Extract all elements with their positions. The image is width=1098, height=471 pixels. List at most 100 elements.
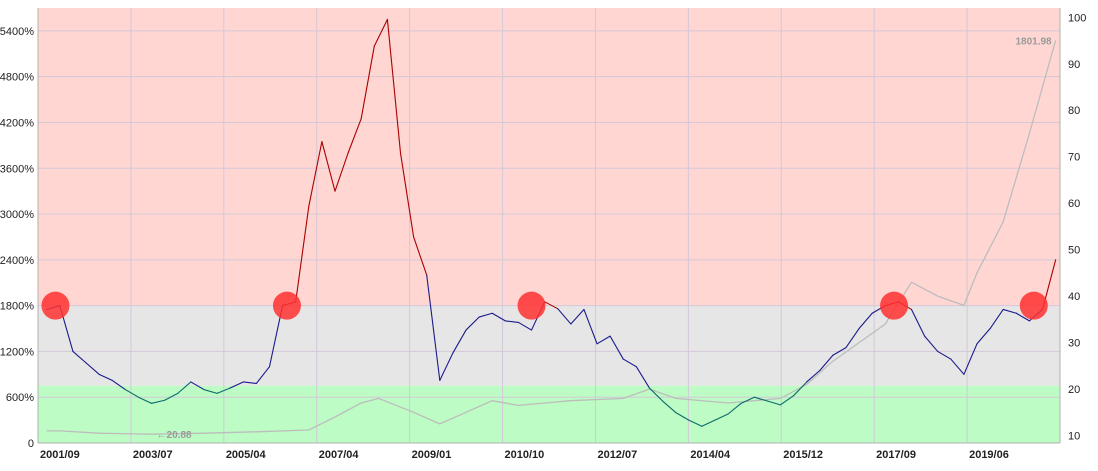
pe-line-segment [779, 395, 795, 406]
pe-line-segment [635, 366, 651, 389]
y-left-tick-label: 4800% [0, 72, 34, 84]
price-annotations: ←20.88 1801.98 [157, 37, 1053, 442]
pe-line-segment [819, 354, 834, 372]
pe-line-segment [989, 308, 1004, 330]
pe-line-segment [910, 308, 926, 337]
y-right-tick-label: 60 [1068, 198, 1080, 210]
x-tick-label: 2012/07 [597, 449, 637, 461]
y-right-tick-label: 30 [1068, 338, 1080, 350]
pe-line-segment [386, 18, 402, 154]
pe-line-segment [229, 381, 244, 389]
pe-line-segment [544, 301, 559, 310]
pe-line-segment [308, 141, 323, 207]
pe-line-segment [295, 205, 310, 303]
pe-line-segment [622, 358, 637, 368]
pe-line-segment [426, 274, 441, 381]
y-left-tick-label: 0 [28, 438, 34, 450]
pe-line-segment [164, 392, 179, 401]
pe-series [46, 18, 1057, 427]
pe-line-segment [478, 312, 493, 318]
y-right-tick-label: 80 [1068, 105, 1080, 117]
signal-marker [1019, 291, 1048, 320]
pe-line-segment [347, 118, 362, 154]
signal-marker [517, 291, 546, 320]
price-series [46, 40, 1057, 435]
y-right-tick-label: 40 [1068, 291, 1080, 303]
y-left-tick-label: 2400% [0, 255, 34, 267]
pe-line-segment [662, 400, 677, 414]
pe-line-segment [858, 312, 873, 330]
pe-line-segment [924, 335, 939, 352]
pe-line-segment [753, 396, 768, 402]
zone-mid [38, 305, 1060, 386]
x-tick-label: 2001/09 [40, 449, 80, 461]
y-left-tick-label: 5400% [0, 26, 34, 38]
x-tick-label: 2019/06 [969, 449, 1009, 461]
x-tick-label: 2017/09 [876, 449, 916, 461]
pe-line-segment [766, 400, 782, 406]
pe-line-segment [701, 419, 716, 427]
pe-line-segment [124, 389, 140, 398]
x-tick-label: 2010/10 [505, 449, 545, 461]
y-left-tick-label: 1200% [0, 346, 34, 358]
pe-line-segment [557, 308, 572, 325]
y-left-tick-label: 1800% [0, 301, 34, 313]
y-left-tick-label: 600% [6, 392, 34, 404]
pe-line-segment [85, 362, 100, 375]
pe-line-segment [793, 381, 808, 397]
pe-line-segment [806, 369, 821, 383]
signal-marker [272, 291, 301, 320]
pe-line-segment [740, 396, 755, 404]
y-right-tick-label: 50 [1068, 245, 1080, 257]
bottom-axis: 2001/09 2003/07 2005/04 2007/04 2009/01 2010/… [38, 442, 1060, 461]
pe-line-segment [1002, 308, 1017, 314]
x-tick-label: 2007/04 [319, 449, 360, 461]
pe-line-segment [609, 335, 624, 360]
pe-line-segment [976, 327, 991, 345]
x-tick-label: 2015/12 [783, 449, 823, 461]
pe-line-segment [583, 308, 598, 345]
y-right-tick-label: 90 [1068, 59, 1080, 71]
pe-line-segment [963, 343, 978, 375]
y-right-tick-label: 20 [1068, 384, 1080, 396]
y-left-tick-label: 3000% [0, 209, 34, 221]
y-left-tick-label: 4200% [0, 117, 34, 129]
pe-line-segment [491, 312, 506, 322]
x-tick-label: 2005/04 [226, 449, 267, 461]
pe-line-segment [321, 141, 336, 192]
pe-line-segment [255, 366, 271, 385]
pe-line-segment [517, 321, 533, 331]
left-axis: 0 600% 1200% 1800% 2400% 3000% 3600% 4200% 4800%… [0, 8, 39, 450]
pe-line-segment [177, 381, 192, 394]
x-tick-label: 2014/04 [690, 449, 731, 461]
price-start-annotation: ←20.88 [157, 430, 192, 441]
pe-line-segment [937, 350, 952, 360]
pe-line-segment [360, 45, 375, 120]
pe-line-segment [648, 387, 664, 402]
pe-line-segment [190, 381, 205, 391]
pe-line-segment [413, 236, 428, 276]
signal-markers [41, 291, 1048, 320]
x-tick-label: 2003/07 [133, 449, 173, 461]
y-left-tick-label: 3600% [0, 163, 34, 175]
price-max-annotation: 1801.98 [1015, 37, 1052, 48]
pe-line-segment [570, 308, 585, 325]
pe-line-segment [465, 316, 480, 331]
pe-line-segment [373, 18, 388, 47]
valuation-zones [38, 8, 1060, 443]
pe-line-segment [596, 335, 611, 345]
signal-marker [880, 291, 909, 320]
y-right-tick-label: 10 [1068, 431, 1080, 443]
pe-line-segment [845, 327, 860, 349]
signal-marker [41, 291, 70, 320]
pe-line-segment [216, 387, 231, 394]
pe-line-segment [452, 329, 467, 354]
pe-line-segment [950, 358, 965, 375]
pe-line-segment [399, 152, 415, 238]
pe-line-segment [1015, 312, 1030, 322]
pe-line-segment [203, 389, 218, 394]
zone-high [38, 8, 1060, 306]
pe-line-segment [72, 350, 87, 364]
x-tick-label: 2009/01 [412, 449, 452, 461]
